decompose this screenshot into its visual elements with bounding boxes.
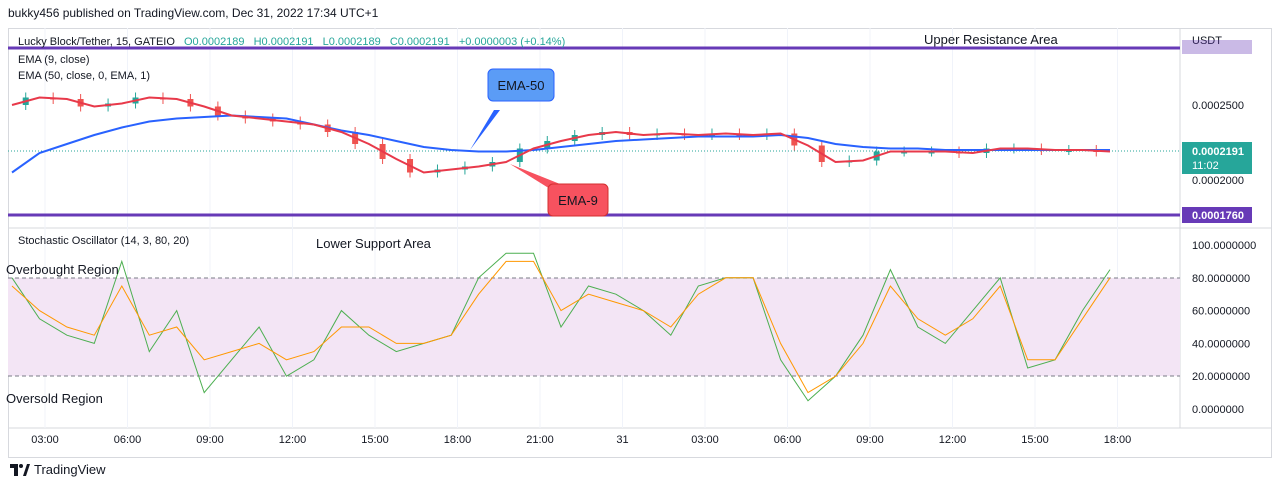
tradingview-logo-icon [10, 463, 30, 476]
time-tick: 18:00 [1104, 434, 1132, 446]
candles [22, 92, 1100, 178]
overbought-region-label: Overbought Region [6, 262, 119, 277]
ohlc-change: +0.0000003 (+0.14%) [459, 36, 565, 48]
time-tick: 15:00 [361, 434, 389, 446]
ema50-callout-pointer [470, 110, 500, 150]
last-price-value: 0.0002191 [1192, 146, 1244, 158]
chart-frame [8, 28, 1272, 458]
symbol-legend: Lucky Block/Tether, 15, GATEIO O0.000218… [18, 36, 565, 48]
lower-support-label: Lower Support Area [316, 236, 432, 251]
time-tick: 09:00 [196, 434, 224, 446]
ema50-legend: EMA (50, close, 0, EMA, 1) [18, 70, 150, 82]
time-tick: 31 [616, 434, 628, 446]
oscillator-tick: 0.0000000 [1192, 404, 1244, 416]
stoch-d-line[interactable] [11, 260, 1111, 394]
ohlc-high: H0.0002191 [254, 36, 314, 48]
time-tick: 18:00 [444, 434, 472, 446]
time-tick: 12:00 [279, 434, 307, 446]
ema9-callout-box [547, 183, 609, 217]
price-tick: 0.0002000 [1192, 175, 1244, 187]
time-tick: 12:00 [939, 434, 967, 446]
last-price-tag [1182, 142, 1252, 174]
ohlc-low: L0.0002189 [323, 36, 381, 48]
ohlc-close: C0.0002191 [390, 36, 450, 48]
oscillator-band [8, 278, 1180, 376]
oscillator-tick: 60.0000000 [1192, 306, 1250, 318]
publisher-header: bukky456 published on TradingView.com, D… [8, 6, 379, 20]
ema50-callout-label: EMA-50 [498, 78, 545, 93]
ema9-callout: EMA-9 [510, 164, 609, 217]
resistance-price-tag [1182, 40, 1252, 54]
time-axis: 03:00 06:00 09:00 12:00 15:00 18:00 21:00 31 03:… [31, 434, 1131, 446]
time-tick: 03:00 [31, 434, 59, 446]
ema50-callout: EMA-50 [470, 68, 555, 150]
time-tick: 15:00 [1021, 434, 1049, 446]
oscillator-axis: 100.0000000 80.0000000 60.0000000 40.000000… [1192, 240, 1256, 416]
upper-resistance-label: Upper Resistance Area [924, 32, 1058, 47]
ema50-line[interactable] [11, 114, 1110, 174]
currency-label: USDT [1192, 35, 1222, 47]
oversold-region-label: Oversold Region [6, 391, 103, 406]
stoch-k-line[interactable] [11, 252, 1111, 402]
time-tick: 09:00 [856, 434, 884, 446]
ohlc-open: O0.0002189 [184, 36, 245, 48]
oscillator-tick: 20.0000000 [1192, 371, 1250, 383]
stoch-legend: Stochastic Oscillator (14, 3, 80, 20) [18, 235, 189, 247]
ema50-callout-box [487, 68, 555, 102]
tradingview-brand: TradingView [34, 462, 106, 477]
ema9-legend: EMA (9, close) [18, 54, 90, 66]
footer: TradingView [10, 462, 106, 477]
price-tick: 0.0002500 [1192, 100, 1244, 112]
symbol-name: Lucky Block/Tether, 15, GATEIO [18, 36, 175, 48]
time-tick: 06:00 [114, 434, 142, 446]
ema9-callout-pointer [510, 164, 560, 192]
support-price-tag [1182, 207, 1252, 223]
oscillator-tick: 40.0000000 [1192, 338, 1250, 350]
time-tick: 03:00 [691, 434, 719, 446]
ema9-callout-label: EMA-9 [558, 193, 598, 208]
oscillator-tick: 80.0000000 [1192, 273, 1250, 285]
countdown-value: 11:02 [1192, 160, 1219, 172]
time-tick: 21:00 [526, 434, 554, 446]
support-price-value: 0.0001760 [1192, 210, 1244, 222]
oscillator-tick: 100.0000000 [1192, 240, 1256, 252]
ema9-line[interactable] [11, 96, 1111, 174]
time-tick: 06:00 [774, 434, 802, 446]
